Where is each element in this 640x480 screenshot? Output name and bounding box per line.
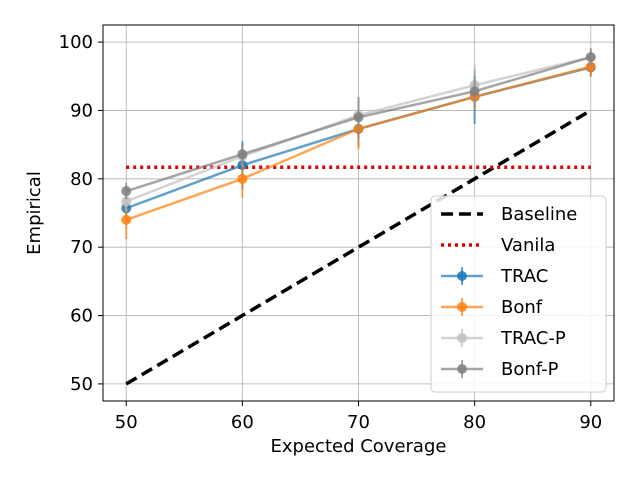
y-tick-label: 100 [59, 32, 93, 53]
data-point [237, 173, 248, 184]
legend-item: Vanila [441, 235, 555, 256]
x-tick-label: 60 [231, 412, 254, 433]
y-tick-label: 50 [70, 374, 93, 395]
legend-label: Bonf-P [501, 359, 559, 380]
y-tick-label: 70 [70, 237, 93, 258]
legend-label: Vanila [501, 235, 555, 256]
legend-item: Bonf [441, 297, 543, 318]
legend: Baseline Vanila TRAC Bonf TRAC-P Bonf-P [430, 195, 607, 393]
legend-item: TRAC-P [441, 328, 566, 349]
x-tick-label: 80 [463, 412, 486, 433]
data-point [469, 86, 480, 97]
x-axis-label: Expected Coverage [271, 436, 447, 457]
legend-marker [457, 364, 467, 374]
series-layer [121, 48, 596, 386]
data-point [121, 196, 132, 207]
series-bonf-p [121, 48, 596, 200]
data-point [237, 149, 248, 160]
legend-label: Baseline [501, 204, 577, 225]
x-tick-label: 50 [115, 412, 138, 433]
data-point [585, 61, 596, 72]
legend-marker [457, 271, 467, 281]
data-point [121, 214, 132, 225]
y-tick-label: 60 [70, 306, 93, 327]
y-tick-label: 90 [70, 100, 93, 121]
legend-label: Bonf [501, 297, 543, 318]
data-point [585, 52, 596, 63]
y-tick-label: 80 [70, 169, 93, 190]
legend-label: TRAC-P [500, 328, 566, 349]
legend-item: TRAC [441, 266, 548, 287]
y-axis-label: Empirical [24, 171, 45, 255]
data-point [121, 186, 132, 197]
legend-label: TRAC [500, 266, 548, 287]
x-tick-label: 90 [579, 412, 602, 433]
axis-ticks: 50 60 70 80 90 50 60 70 80 90 100 [59, 32, 603, 433]
legend-marker [457, 333, 467, 343]
x-tick-label: 70 [347, 412, 370, 433]
legend-item: Bonf-P [441, 359, 559, 380]
legend-marker [457, 302, 467, 312]
data-point [353, 112, 364, 123]
legend-item: Baseline [441, 204, 577, 225]
legend-box [430, 195, 607, 393]
